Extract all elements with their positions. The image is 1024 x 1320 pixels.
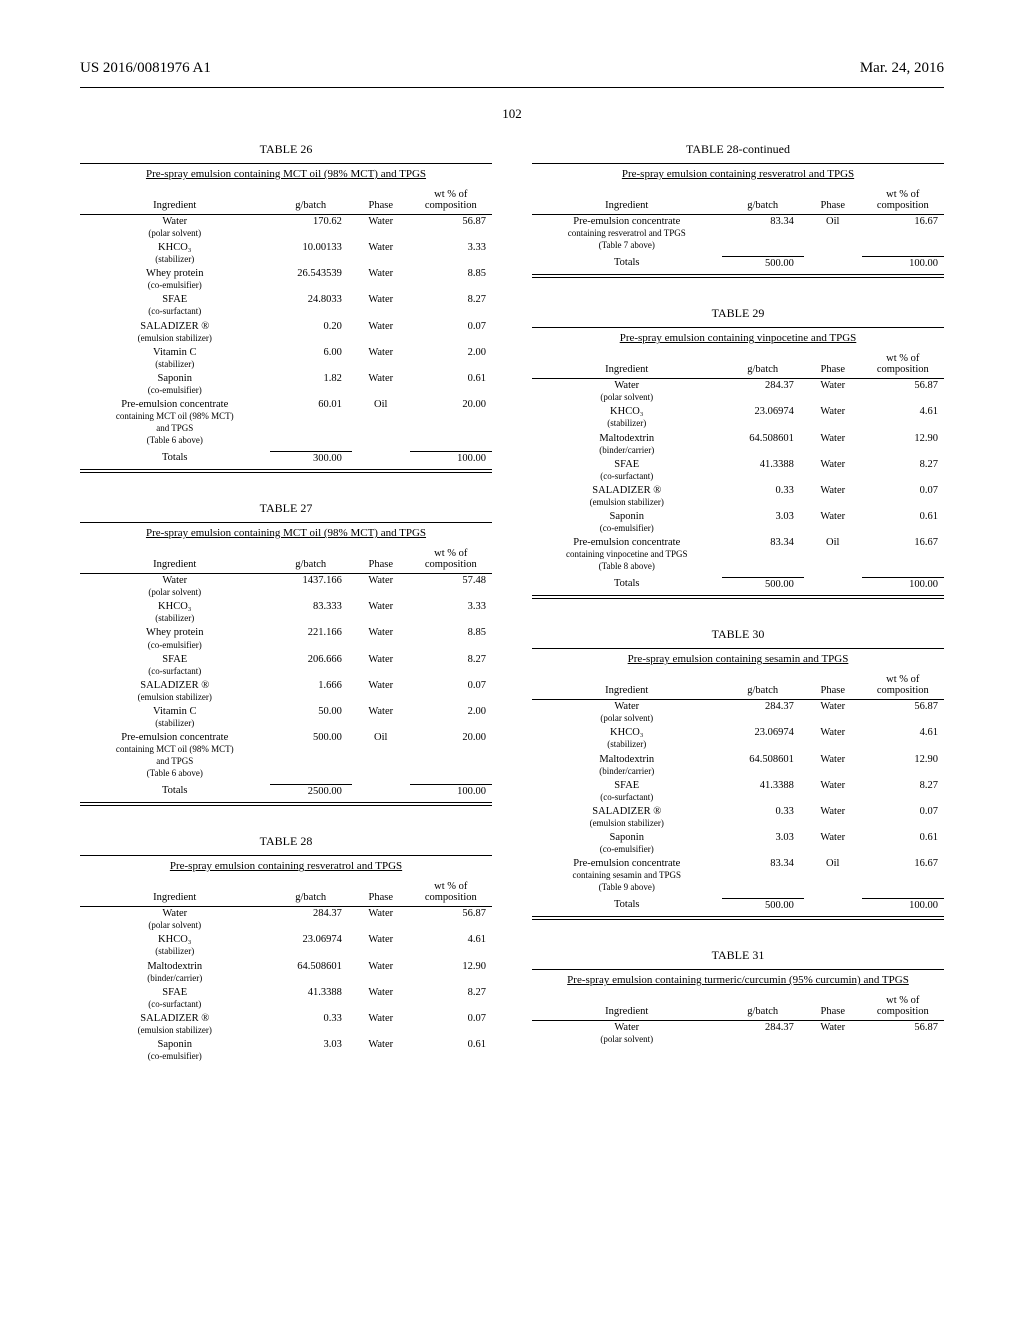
table-row: SALADIZER ®(emulsion stabilizer)0.33Wate… (80, 1012, 492, 1038)
table-subtitle: Pre-spray emulsion containing MCT oil (9… (80, 523, 492, 539)
table-subtitle: Pre-spray emulsion containing sesamin an… (532, 649, 944, 665)
table-title: TABLE 26 (80, 142, 492, 157)
totals-row: Totals500.00100.00 (532, 577, 944, 591)
table-row: KHCO₃(stabilizer)10.00133Water3.33 (80, 241, 492, 267)
data-table: Ingredientg/batchPhasewt % ofcomposition… (80, 878, 492, 1064)
table-title: TABLE 27 (80, 501, 492, 516)
table-row: Whey protein(co-emulsifier)26.543539Wate… (80, 267, 492, 293)
totals-row: Totals500.00100.00 (532, 898, 944, 912)
table-row: Water(polar solvent)284.37Water56.87 (532, 700, 944, 727)
data-table: Ingredientg/batchPhasewt % ofcomposition… (532, 671, 944, 912)
table-26: TABLE 26 Pre-spray emulsion containing MC… (80, 142, 492, 473)
totals-row: Totals300.00100.00 (80, 451, 492, 465)
table-row: SALADIZER ®(emulsion stabilizer)1.666Wat… (80, 679, 492, 705)
table-row: SFAE(co-surfactant)206.666Water8.27 (80, 653, 492, 679)
totals-row: Totals2500.00100.00 (80, 784, 492, 798)
table-row: Water(polar solvent)170.62Water56.87 (80, 215, 492, 242)
header-right: Mar. 24, 2016 (860, 60, 944, 77)
table-29: TABLE 29 Pre-spray emulsion containing vi… (532, 306, 944, 599)
table-row: SALADIZER ®(emulsion stabilizer)0.20Wate… (80, 320, 492, 346)
data-table: Ingredientg/batchPhasewt % ofcomposition… (80, 186, 492, 465)
table-subtitle: Pre-spray emulsion containing turmeric/c… (532, 970, 944, 986)
table-28-continued: TABLE 28-continued Pre-spray emulsion con… (532, 142, 944, 278)
table-row: SALADIZER ®(emulsion stabilizer)0.33Wate… (532, 805, 944, 831)
data-table: Ingredientg/batchPhasewt % ofcomposition… (532, 992, 944, 1047)
table-28-part1: TABLE 28 Pre-spray emulsion containing re… (80, 834, 492, 1064)
data-table: Ingredientg/batchPhasewt % ofcomposition… (80, 545, 492, 798)
table-row: SFAE(co-surfactant)41.3388Water8.27 (532, 458, 944, 484)
table-title: TABLE 30 (532, 627, 944, 642)
table-row: Maltodextrin(binder/carrier)64.508601Wat… (532, 753, 944, 779)
table-subtitle: Pre-spray emulsion containing resveratro… (80, 856, 492, 872)
header-left: US 2016/0081976 A1 (80, 60, 211, 77)
table-row: Maltodextrin(binder/carrier)64.508601Wat… (532, 432, 944, 458)
table-row: Pre-emulsion concentratecontaining vinpo… (532, 536, 944, 574)
table-row: Pre-emulsion concentratecontaining sesam… (532, 857, 944, 895)
header-rule (80, 87, 944, 88)
table-row: Vitamin C(stabilizer)6.00Water2.00 (80, 346, 492, 372)
data-table: Ingredientg/batchPhasewt % ofcomposition… (532, 350, 944, 591)
two-column-layout: TABLE 26 Pre-spray emulsion containing MC… (80, 142, 944, 1092)
table-subtitle: Pre-spray emulsion containing vinpocetin… (532, 328, 944, 344)
table-row: Saponin(co-emulsifier)3.03Water0.61 (532, 831, 944, 857)
table-row: Saponin(co-emulsifier)3.03Water0.61 (80, 1038, 492, 1064)
page: US 2016/0081976 A1 Mar. 24, 2016 102 TAB… (0, 0, 1024, 1320)
table-title: TABLE 31 (532, 948, 944, 963)
table-title: TABLE 29 (532, 306, 944, 321)
table-row: Water(polar solvent)284.37Water56.87 (532, 1021, 944, 1048)
table-row: Vitamin C(stabilizer)50.00Water2.00 (80, 705, 492, 731)
table-row: KHCO₃(stabilizer)23.06974Water4.61 (80, 933, 492, 959)
table-row: Pre-emulsion concentratecontaining MCT o… (80, 731, 492, 781)
table-row: Water(polar solvent)284.37Water56.87 (532, 379, 944, 406)
table-row: KHCO₃(stabilizer)83.333Water3.33 (80, 600, 492, 626)
table-row: Whey protein(co-emulsifier)221.166Water8… (80, 626, 492, 652)
totals-row: Totals500.00100.00 (532, 256, 944, 270)
page-header: US 2016/0081976 A1 Mar. 24, 2016 (80, 60, 944, 77)
table-row: SFAE(co-surfactant)41.3388Water8.27 (532, 779, 944, 805)
table-row: Saponin(co-emulsifier)1.82Water0.61 (80, 372, 492, 398)
table-title: TABLE 28-continued (532, 142, 944, 157)
left-column: TABLE 26 Pre-spray emulsion containing MC… (80, 142, 492, 1092)
page-number: 102 (80, 106, 944, 122)
table-title: TABLE 28 (80, 834, 492, 849)
right-column: TABLE 28-continued Pre-spray emulsion con… (532, 142, 944, 1092)
table-row: SFAE(co-surfactant)41.3388Water8.27 (80, 986, 492, 1012)
table-row: Pre-emulsion concentratecontaining resve… (532, 215, 944, 254)
table-row: Saponin(co-emulsifier)3.03Water0.61 (532, 510, 944, 536)
table-subtitle: Pre-spray emulsion containing resveratro… (532, 164, 944, 180)
table-27: TABLE 27 Pre-spray emulsion containing MC… (80, 501, 492, 806)
table-row: Water(polar solvent)284.37Water56.87 (80, 907, 492, 934)
table-row: KHCO₃(stabilizer)23.06974Water4.61 (532, 405, 944, 431)
table-row: Maltodextrin(binder/carrier)64.508601Wat… (80, 960, 492, 986)
table-30: TABLE 30 Pre-spray emulsion containing se… (532, 627, 944, 920)
table-row: SFAE(co-surfactant)24.8033Water8.27 (80, 293, 492, 319)
data-table: Ingredientg/batchPhasewt % ofcomposition… (532, 186, 944, 270)
table-row: KHCO₃(stabilizer)23.06974Water4.61 (532, 726, 944, 752)
table-row: Pre-emulsion concentratecontaining MCT o… (80, 398, 492, 448)
table-row: Water(polar solvent)1437.166Water57.48 (80, 574, 492, 601)
table-subtitle: Pre-spray emulsion containing MCT oil (9… (80, 164, 492, 180)
table-31: TABLE 31 Pre-spray emulsion containing tu… (532, 948, 944, 1047)
table-row: SALADIZER ®(emulsion stabilizer)0.33Wate… (532, 484, 944, 510)
